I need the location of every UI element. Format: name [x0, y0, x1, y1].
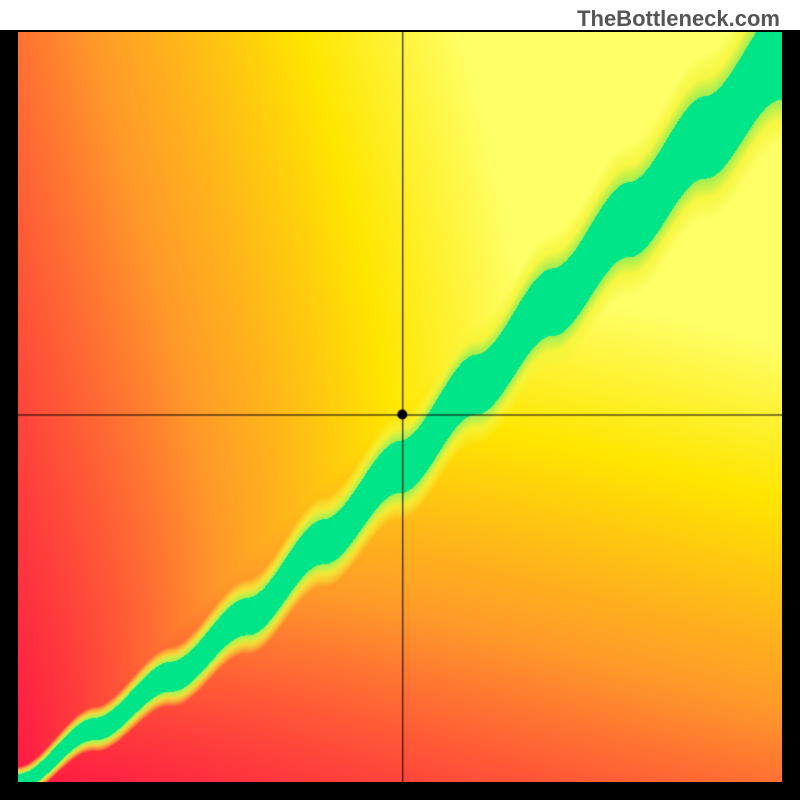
heatmap-canvas: [18, 32, 782, 782]
watermark-text: TheBottleneck.com: [577, 6, 780, 32]
bottleneck-heatmap: [0, 30, 800, 800]
